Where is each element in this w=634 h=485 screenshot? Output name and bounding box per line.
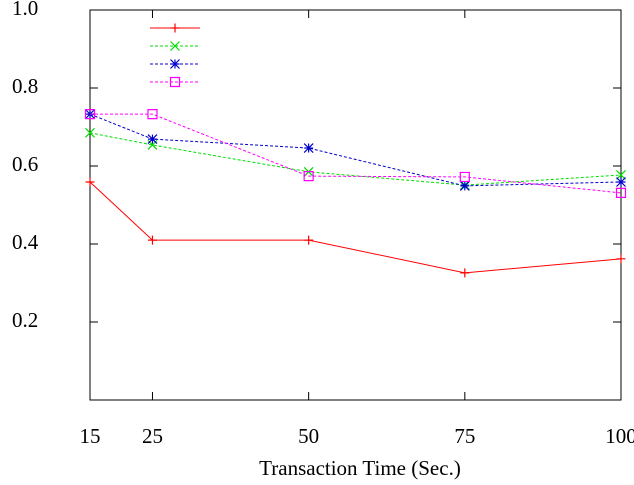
plot-frame [89, 9, 622, 401]
legend-marker [170, 41, 180, 51]
point-marker [459, 171, 470, 183]
legend-marker [169, 76, 181, 88]
series-line [90, 113, 622, 194]
legend-marker [170, 59, 180, 69]
point-marker [459, 180, 470, 191]
point-marker [304, 235, 314, 245]
point-marker [147, 109, 158, 120]
point-marker [84, 109, 96, 120]
x-tick-label: 100 [605, 424, 634, 448]
point-marker [147, 235, 157, 245]
y-tick-label: 0.2 [12, 308, 38, 332]
point-marker [85, 127, 95, 138]
point-marker [616, 177, 626, 187]
point-marker [615, 187, 627, 199]
series-line [89, 113, 622, 187]
point-marker [616, 254, 626, 264]
series-line [89, 181, 622, 274]
point-marker [303, 143, 314, 153]
y-tick-label: 1.0 [12, 0, 38, 20]
legend-marker [170, 23, 180, 33]
x-tick-label: 15 [80, 424, 101, 448]
y-tick-label: 0.6 [12, 152, 38, 176]
x-tick-label: 75 [454, 424, 475, 448]
point-marker [460, 268, 470, 278]
x-axis-label: Transaction Time (Sec.) [259, 456, 461, 480]
point-marker [303, 171, 314, 182]
x-tick-label: 25 [142, 424, 163, 448]
point-marker [147, 134, 158, 145]
y-tick-label: 0.4 [12, 230, 39, 254]
y-tick-label: 0.8 [12, 74, 38, 98]
point-marker [616, 170, 626, 180]
point-marker [85, 177, 95, 187]
x-tick-label: 50 [298, 424, 319, 448]
